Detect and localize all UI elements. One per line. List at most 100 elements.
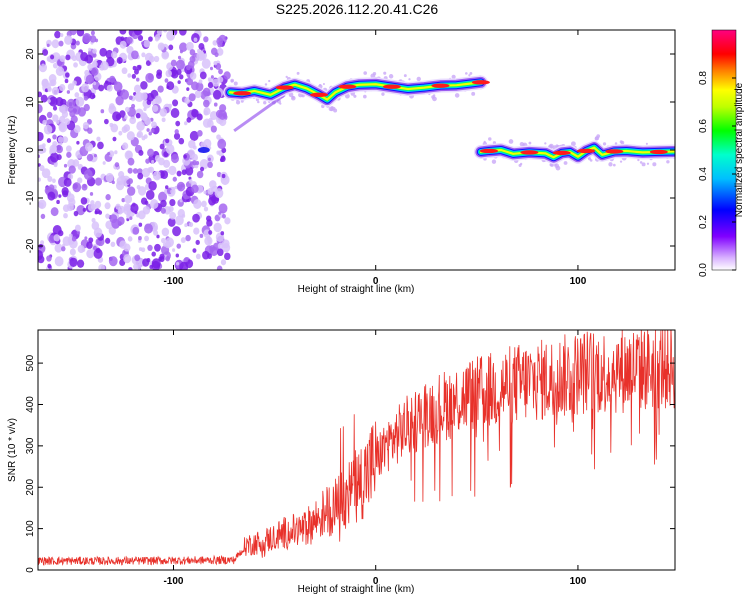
noise-speckle [76,230,81,235]
noise-speckle [98,84,105,92]
noise-speckle [51,86,60,96]
noise-speckle [185,166,194,176]
noise-speckle [104,118,109,125]
ridge-peak [431,83,450,88]
noise-speckle [84,69,90,76]
colorbar-tick-label: 0.4 [698,167,709,181]
noise-speckle [82,121,90,130]
noise-speckle [126,36,133,45]
noise-speckle [61,187,69,196]
noise-speckle [220,155,226,163]
noise-speckle [52,105,58,111]
noise-speckle [145,158,150,164]
noise-speckle [76,205,86,216]
noise-speckle [151,121,157,129]
noise-speckle [189,72,197,80]
noise-speckle [169,211,177,220]
noise-speckle [212,89,222,100]
noise-speckle [126,179,131,185]
noise-speckle [186,87,190,91]
noise-speckle [66,90,71,94]
noise-speckle [62,136,69,143]
noise-speckle [138,222,143,227]
noise-speckle [216,134,221,140]
noise-speckle [87,63,94,71]
noise-speckle [166,30,176,41]
ridge-halo-speck [363,94,367,99]
noise-speckle [202,250,210,260]
noise-speckle [195,161,200,166]
ridge-halo-speck [416,76,421,82]
spectrogram-y-tick-label: -10 [25,190,36,205]
noise-speckle [77,245,85,254]
noise-speckle [210,75,214,79]
colorbar: 0.0 0.2 0.4 0.6 0.8 Normalized spectral ampl… [698,29,745,277]
ridge-halo-speck [330,107,334,112]
noise-speckle [128,95,133,101]
noise-speckle [213,102,218,107]
noise-speckle [217,41,223,48]
noise-speckle [91,60,98,68]
noise-speckle [123,203,131,212]
noise-speckle [133,84,142,93]
colorbar-tick-label: 0.0 [698,263,709,277]
noise-speckle [195,239,200,245]
noise-speckle [201,58,211,69]
ridge-peak [577,148,596,154]
noise-speckle [105,194,111,201]
noise-speckle [117,216,125,226]
noise-speckle [192,248,197,253]
noise-speckle [81,83,90,93]
noise-speckle [145,189,155,200]
noise-speckle [186,77,193,86]
noise-speckle [224,252,231,261]
noise-speckle [174,129,179,135]
snr-series-line [38,330,675,566]
noise-speckle [199,71,207,80]
noise-speckle [129,116,137,125]
noise-speckle [161,237,166,244]
noise-speckle [47,263,52,269]
noise-speckle [155,173,161,179]
noise-speckle [188,93,196,102]
ridge-halo-speck [291,95,295,99]
noise-speckle [210,125,217,133]
noise-speckle [165,69,172,78]
noise-speckle [176,243,182,249]
noise-speckle [177,208,185,218]
noise-speckle [137,172,144,180]
figure-title: S225.2026.112.20.41.C26 [276,1,439,17]
noise-speckle [193,199,202,209]
noise-speckle [132,168,138,174]
ridge-halo-speck [471,91,476,96]
ridge-halo-speck [257,100,260,104]
noise-speckle [64,118,71,125]
noise-speckle [193,37,198,42]
ridge-halo-speck [468,74,471,77]
spectrogram-y-ticks: -20 -10 0 10 20 [25,48,675,253]
colorbar-tick-label: 0.6 [698,119,709,133]
noise-speckle [173,132,181,140]
noise-speckle [208,230,213,235]
noise-speckle [86,249,95,259]
noise-speckle [154,243,161,252]
noise-speckle [218,203,228,214]
noise-speckle [195,82,204,92]
noise-speckle [56,199,60,205]
ridge-halo-speck [555,144,559,148]
noise-speckle [73,210,79,217]
noise-speckle [84,142,93,152]
noise-speckle [52,224,62,236]
ridge-halo-speck [465,72,468,75]
noise-speckle [175,215,184,226]
spectrogram-ridge [223,75,675,165]
noise-speckle [140,197,148,205]
noise-speckle [119,30,127,35]
ridge-halo-speck [408,78,411,81]
noise-speckle [136,64,142,71]
noise-speckle [176,68,182,76]
noise-speckle [186,117,192,123]
noise-speckle [97,141,104,150]
noise-speckle [38,199,47,210]
ridge-halo-speck [322,83,325,86]
